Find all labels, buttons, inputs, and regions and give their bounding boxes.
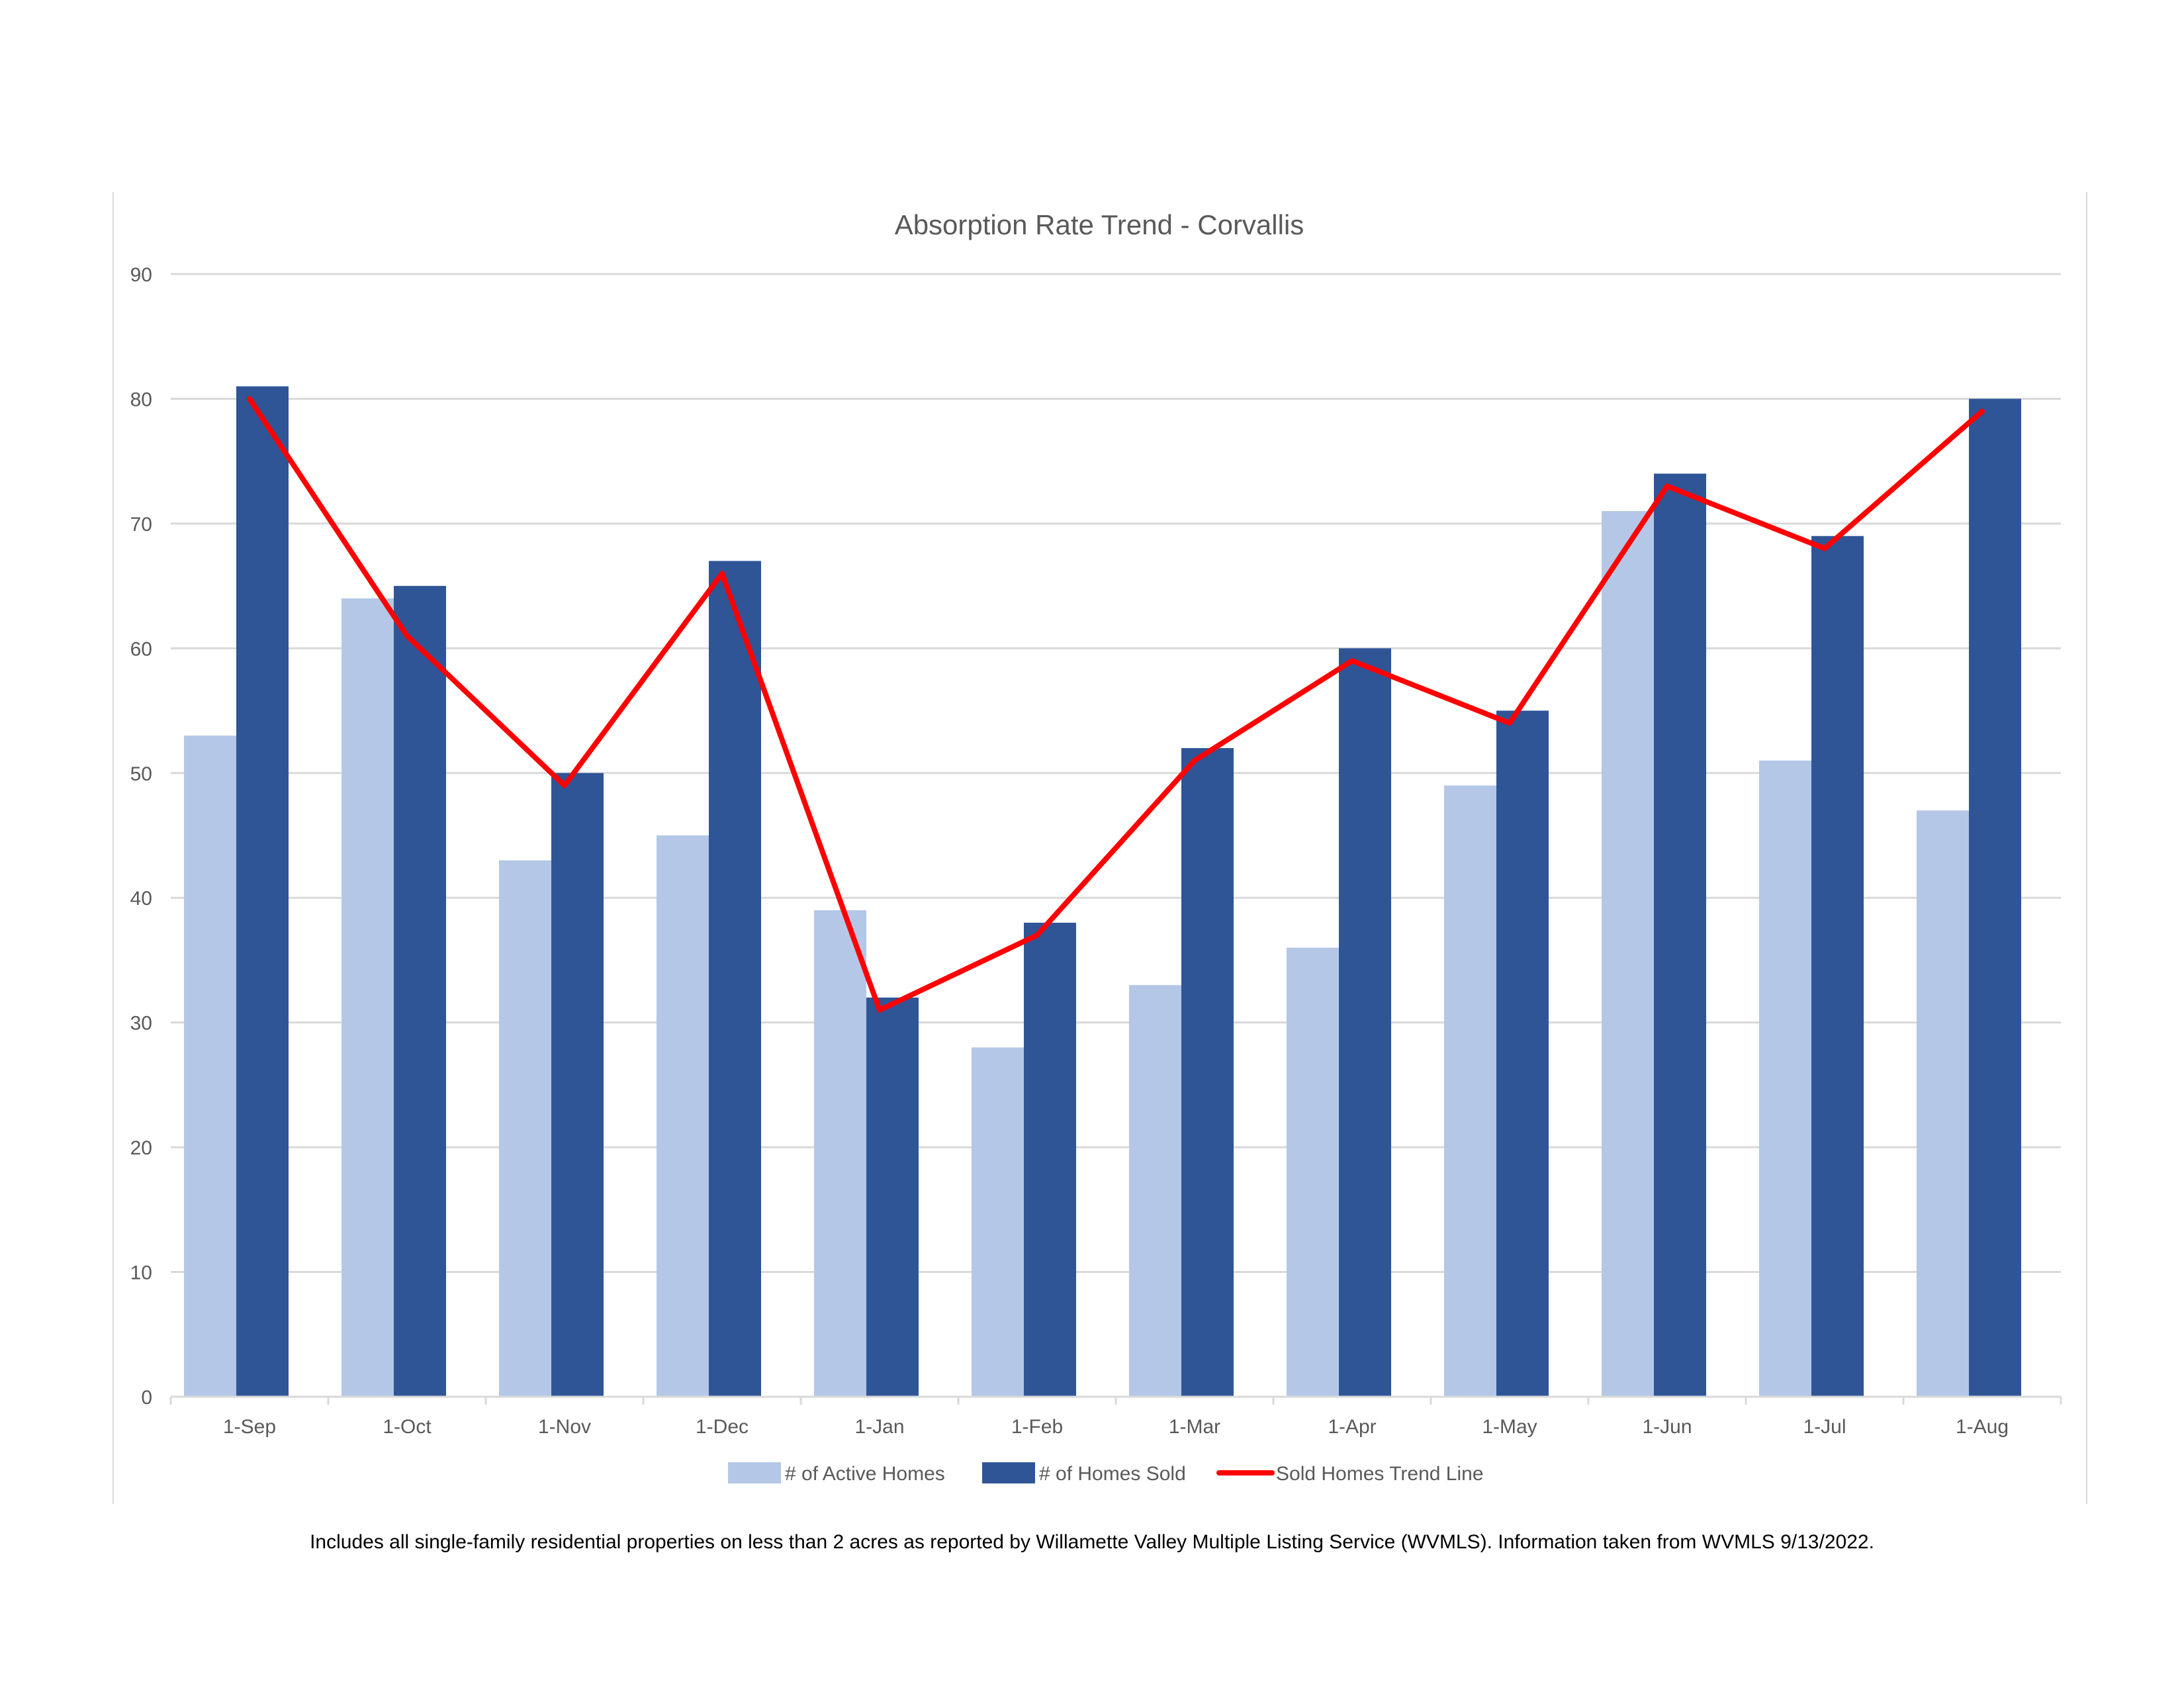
homes-sold-bar-1-Nov bbox=[551, 773, 604, 1397]
active-homes-bar-1-Jan bbox=[814, 910, 866, 1397]
active-homes-bar-1-Nov bbox=[499, 860, 551, 1397]
legend-homes-sold-swatch bbox=[982, 1462, 1035, 1483]
active-homes-bar-1-Mar bbox=[1129, 985, 1181, 1397]
legend-active-homes-swatch bbox=[728, 1462, 781, 1483]
homes-sold-bar-1-Sep bbox=[236, 386, 289, 1397]
homes-sold-bar-1-Feb bbox=[1024, 922, 1076, 1397]
chart-frame-left-border bbox=[113, 192, 114, 1504]
x-tick-label-1-Dec: 1-Dec bbox=[696, 1416, 749, 1438]
legend-trend-line-label: Sold Homes Trend Line bbox=[1276, 1463, 1484, 1485]
active-homes-bar-1-Oct bbox=[341, 598, 394, 1397]
x-tick-label-1-May: 1-May bbox=[1482, 1416, 1537, 1438]
x-tick-label-1-Sep: 1-Sep bbox=[223, 1416, 276, 1438]
x-tick-label-1-Aug: 1-Aug bbox=[1956, 1416, 2009, 1438]
legend: # of Active Homes # of Homes Sold Sold Hom… bbox=[728, 1462, 1484, 1485]
y-tick-label-70: 70 bbox=[130, 514, 152, 536]
x-axis-tick-labels: 1-Sep 1-Oct 1-Nov 1-Dec 1-Jan 1-Feb 1-Mar 1-Apr… bbox=[223, 1416, 2009, 1438]
x-axis bbox=[169, 1395, 2062, 1405]
active-homes-bar-1-May bbox=[1444, 785, 1496, 1397]
x-tick-label-1-Jun: 1-Jun bbox=[1642, 1416, 1692, 1438]
active-homes-bar-1-Dec bbox=[657, 835, 709, 1397]
x-tick-label-1-Nov: 1-Nov bbox=[538, 1416, 591, 1438]
homes-sold-bar-1-Oct bbox=[394, 586, 446, 1397]
footnote: Includes all single-family residential p… bbox=[310, 1531, 1874, 1553]
legend-homes-sold-label: # of Homes Sold bbox=[1039, 1463, 1186, 1485]
x-tick-label-1-Jul: 1-Jul bbox=[1803, 1416, 1846, 1438]
chart-frame-right-border bbox=[2086, 192, 2087, 1504]
active-homes-bar-1-Jul bbox=[1759, 760, 1811, 1397]
active-homes-bar-1-Jun bbox=[1602, 511, 1654, 1397]
chart-title: Absorption Rate Trend - Corvallis bbox=[895, 209, 1304, 240]
y-tick-label-30: 30 bbox=[130, 1013, 152, 1035]
homes-sold-bar-1-Apr bbox=[1339, 648, 1391, 1397]
legend-active-homes-label: # of Active Homes bbox=[785, 1463, 945, 1485]
x-tick-label-1-Mar: 1-Mar bbox=[1169, 1416, 1220, 1438]
active-homes-bar-1-Aug bbox=[1917, 810, 1969, 1397]
bars bbox=[184, 386, 2021, 1397]
x-tick-label-1-Jan: 1-Jan bbox=[854, 1416, 904, 1438]
y-axis-tick-labels: 0 10 20 30 40 50 60 70 80 90 bbox=[130, 264, 152, 1409]
homes-sold-bar-1-Jul bbox=[1811, 536, 1864, 1397]
y-tick-label-10: 10 bbox=[130, 1262, 152, 1284]
homes-sold-bar-1-Aug bbox=[1969, 399, 2021, 1397]
active-homes-bar-1-Feb bbox=[972, 1047, 1024, 1397]
y-tick-label-60: 60 bbox=[130, 638, 152, 660]
x-tick-label-1-Feb: 1-Feb bbox=[1011, 1416, 1063, 1438]
sold-homes-trend-line bbox=[247, 396, 1985, 1013]
x-tick-label-1-Apr: 1-Apr bbox=[1328, 1416, 1376, 1438]
gridlines bbox=[171, 273, 2061, 1274]
x-tick-label-1-Oct: 1-Oct bbox=[383, 1416, 432, 1438]
trend-line bbox=[247, 396, 1985, 1013]
homes-sold-bar-1-Dec bbox=[709, 561, 761, 1397]
y-tick-label-90: 90 bbox=[130, 264, 152, 286]
homes-sold-bar-1-May bbox=[1496, 710, 1549, 1397]
y-tick-label-40: 40 bbox=[130, 888, 152, 910]
active-homes-bar-1-Sep bbox=[184, 735, 236, 1397]
y-tick-label-20: 20 bbox=[130, 1137, 152, 1159]
homes-sold-bar-1-Jan bbox=[866, 997, 919, 1397]
homes-sold-bar-1-Jun bbox=[1654, 473, 1706, 1397]
y-tick-label-50: 50 bbox=[130, 763, 152, 785]
y-tick-label-80: 80 bbox=[130, 389, 152, 410]
homes-sold-bar-1-Mar bbox=[1181, 748, 1234, 1397]
y-tick-label-0: 0 bbox=[141, 1387, 152, 1409]
active-homes-bar-1-Apr bbox=[1287, 947, 1339, 1397]
